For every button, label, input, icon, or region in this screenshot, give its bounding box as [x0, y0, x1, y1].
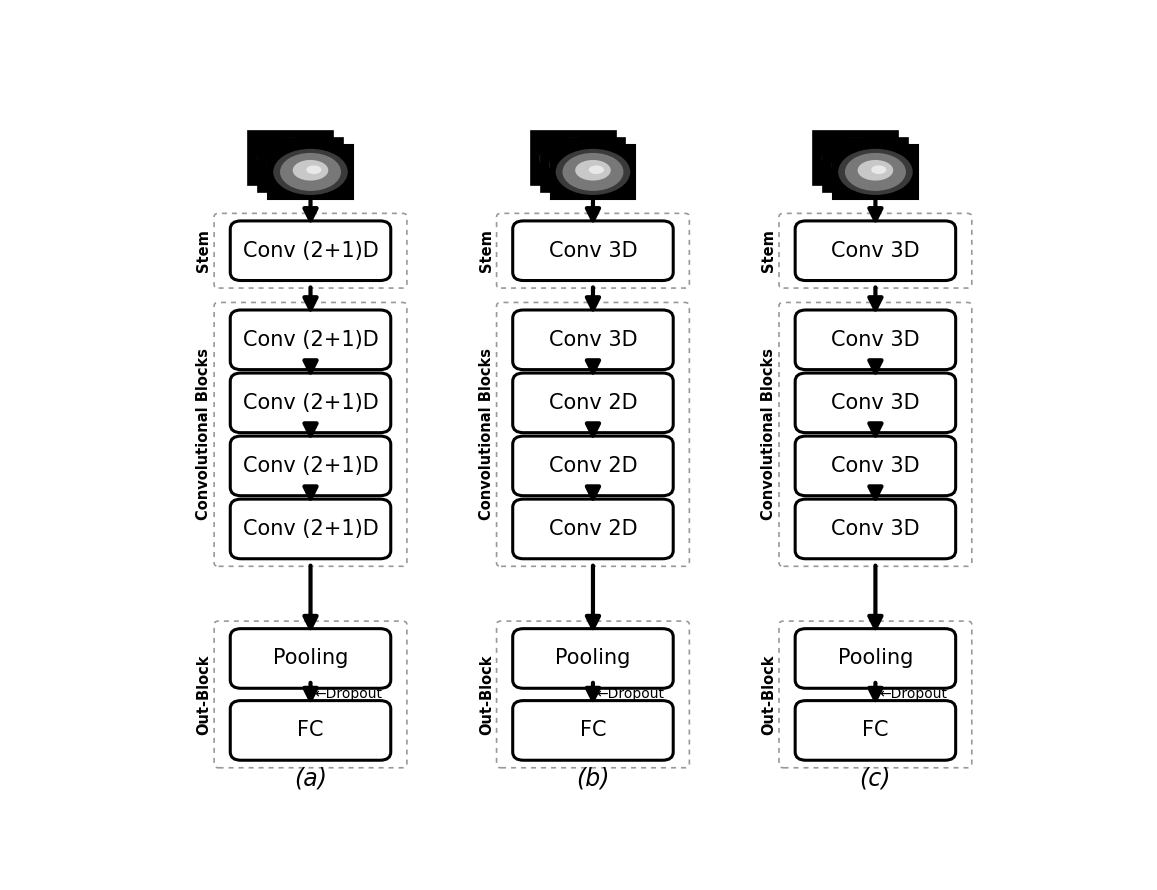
Bar	[540, 138, 626, 192]
Text: Pooling: Pooling	[273, 649, 348, 668]
Text: Stem: Stem	[761, 230, 776, 272]
Bar	[531, 131, 616, 185]
Text: Conv 2D: Conv 2D	[548, 456, 638, 476]
FancyBboxPatch shape	[230, 700, 391, 760]
Text: Conv 3D: Conv 3D	[831, 519, 920, 539]
Text: ←Dropout: ←Dropout	[314, 687, 382, 701]
Text: Conv (2+1)D: Conv (2+1)D	[243, 456, 378, 476]
FancyBboxPatch shape	[513, 221, 673, 280]
FancyBboxPatch shape	[513, 436, 673, 496]
Text: Pooling: Pooling	[555, 649, 631, 668]
Text: (c): (c)	[860, 766, 891, 790]
Text: Stem: Stem	[197, 230, 212, 272]
Ellipse shape	[293, 160, 329, 181]
Text: Conv (2+1)D: Conv (2+1)D	[243, 330, 378, 350]
FancyBboxPatch shape	[513, 499, 673, 559]
FancyBboxPatch shape	[795, 499, 956, 559]
Bar	[268, 145, 353, 199]
Ellipse shape	[821, 137, 890, 180]
Text: Conv (2+1)D: Conv (2+1)D	[243, 392, 378, 413]
FancyBboxPatch shape	[230, 436, 391, 496]
Text: FC: FC	[297, 720, 324, 740]
Ellipse shape	[589, 166, 604, 174]
Ellipse shape	[280, 153, 341, 190]
Text: Out-Block: Out-Block	[761, 654, 776, 734]
Text: Out-Block: Out-Block	[197, 654, 212, 734]
Ellipse shape	[845, 153, 906, 190]
Text: Conv 2D: Conv 2D	[548, 392, 638, 413]
Ellipse shape	[871, 166, 886, 174]
FancyBboxPatch shape	[795, 221, 956, 280]
FancyBboxPatch shape	[230, 499, 391, 559]
FancyBboxPatch shape	[513, 373, 673, 433]
Ellipse shape	[555, 149, 631, 195]
Text: Convolutional Blocks: Convolutional Blocks	[479, 348, 494, 521]
Text: Conv 3D: Conv 3D	[831, 330, 920, 350]
Bar	[249, 131, 333, 185]
FancyBboxPatch shape	[795, 700, 956, 760]
FancyBboxPatch shape	[513, 310, 673, 369]
Text: Out-Block: Out-Block	[479, 654, 494, 734]
Text: ←Dropout: ←Dropout	[879, 687, 946, 701]
FancyBboxPatch shape	[795, 628, 956, 688]
Bar	[813, 131, 898, 185]
Ellipse shape	[307, 166, 322, 174]
Text: (b): (b)	[576, 766, 610, 790]
FancyBboxPatch shape	[795, 436, 956, 496]
Text: FC: FC	[862, 720, 889, 740]
Ellipse shape	[832, 144, 899, 186]
Ellipse shape	[273, 149, 348, 195]
Text: Conv (2+1)D: Conv (2+1)D	[243, 240, 378, 261]
Text: Convolutional Blocks: Convolutional Blocks	[197, 348, 212, 521]
Text: Stem: Stem	[479, 230, 494, 272]
Ellipse shape	[838, 149, 913, 195]
Text: (a): (a)	[294, 766, 327, 790]
FancyBboxPatch shape	[230, 373, 391, 433]
Bar	[823, 138, 908, 192]
FancyBboxPatch shape	[795, 373, 956, 433]
Text: Conv 2D: Conv 2D	[548, 519, 638, 539]
Text: Conv (2+1)D: Conv (2+1)D	[243, 519, 378, 539]
Bar	[258, 138, 342, 192]
Text: Convolutional Blocks: Convolutional Blocks	[761, 348, 776, 521]
Text: Conv 3D: Conv 3D	[831, 456, 920, 476]
Ellipse shape	[257, 137, 325, 180]
FancyBboxPatch shape	[513, 700, 673, 760]
Ellipse shape	[857, 160, 893, 181]
FancyBboxPatch shape	[513, 628, 673, 688]
Text: Conv 3D: Conv 3D	[548, 330, 638, 350]
FancyBboxPatch shape	[230, 221, 391, 280]
Ellipse shape	[575, 160, 611, 181]
Text: Pooling: Pooling	[838, 649, 913, 668]
Text: ←Dropout: ←Dropout	[597, 687, 664, 701]
Bar	[833, 145, 918, 199]
Text: Conv 3D: Conv 3D	[831, 240, 920, 261]
Text: Conv 3D: Conv 3D	[548, 240, 638, 261]
Ellipse shape	[562, 153, 624, 190]
FancyBboxPatch shape	[230, 628, 391, 688]
FancyBboxPatch shape	[795, 310, 956, 369]
Text: Conv 3D: Conv 3D	[831, 392, 920, 413]
FancyBboxPatch shape	[230, 310, 391, 369]
Bar	[551, 145, 635, 199]
Ellipse shape	[550, 144, 617, 186]
Text: FC: FC	[580, 720, 606, 740]
Ellipse shape	[267, 144, 334, 186]
Ellipse shape	[539, 137, 607, 180]
